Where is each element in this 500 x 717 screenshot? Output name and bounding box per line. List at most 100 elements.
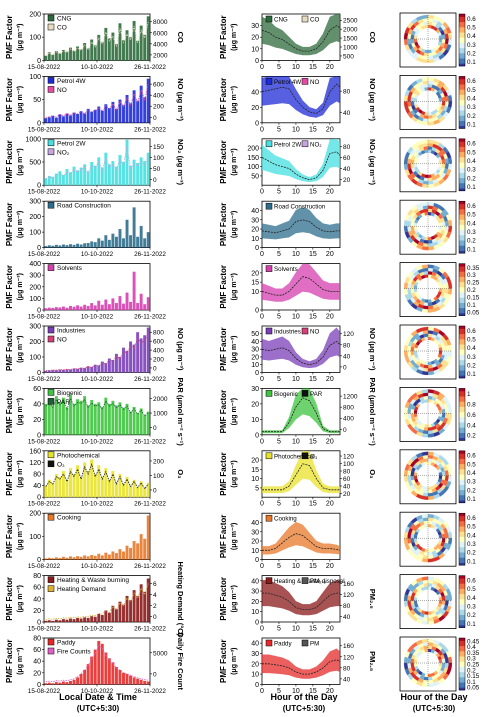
diurnal-xtick-label: 5	[277, 501, 281, 508]
diurnal-ylabel-unit: (μg m⁻³)	[231, 398, 238, 425]
polar-cell	[427, 551, 433, 556]
ts-bar	[136, 40, 140, 61]
ts-bar	[114, 108, 118, 123]
diurnal-legend-label: Petrol 2W	[274, 141, 301, 148]
ts-legend-label: Heating Demand	[57, 586, 106, 593]
colorbar-segment	[459, 684, 465, 688]
ts-ytick-label: 0	[37, 495, 41, 502]
ts-bar	[44, 683, 48, 685]
diurnal-legend-label: Solvents	[274, 266, 298, 273]
ts-ytick-label: 0	[37, 120, 41, 127]
colorbar-segment	[459, 362, 465, 366]
colorbar-tick-label: 0.4	[467, 470, 476, 477]
colorbar-segment	[459, 487, 465, 491]
diurnal-ytick-label: 100	[247, 164, 259, 171]
ts-ylabel-unit: (μg m⁻³)	[17, 335, 24, 362]
ts-bar	[51, 307, 55, 310]
polar-cell	[410, 226, 415, 231]
diurnal-xtick-label: 0	[260, 314, 264, 321]
polar-cell	[427, 451, 435, 456]
ts-xtick-label: 10-10-2022	[81, 314, 114, 321]
colorbar-segment	[459, 125, 465, 129]
polar-panel-9: 0.1 0.2 0.30.4 0.5 0.6	[399, 574, 476, 629]
ts-y2tick-label: 200	[153, 458, 164, 465]
ts-legend-label: CNG	[57, 16, 71, 23]
colorbar-segment	[459, 687, 465, 691]
diurnal-legend-swatch	[265, 15, 273, 23]
colorbar-segment	[459, 604, 465, 608]
diurnal-ytick-label: 0	[255, 245, 259, 252]
ts-bar	[65, 307, 69, 310]
polar-cell	[427, 489, 433, 494]
ts-legend-label: PAR	[57, 399, 70, 406]
polar-cell	[427, 427, 433, 432]
ts-bar	[125, 476, 129, 498]
ts-bar	[146, 411, 150, 435]
diurnal-median-line	[261, 341, 341, 366]
colorbar-segment	[459, 409, 465, 413]
ts-y2tick-label: 2000	[153, 52, 168, 59]
colorbar-segment	[459, 240, 465, 244]
colorbar-segment	[459, 484, 465, 488]
colorbar-segment	[459, 513, 465, 517]
ts-bar	[47, 117, 51, 123]
polar-cell	[423, 645, 429, 650]
colorbar-segment	[459, 492, 465, 496]
colorbar-segment	[459, 469, 465, 472]
colorbar-segment	[459, 427, 465, 431]
diurnal-xtick-label: 5	[277, 688, 281, 695]
ts-bar	[136, 236, 140, 248]
diurnal-ylabel: PMF Factor	[219, 265, 228, 309]
ts-bar	[90, 400, 94, 435]
bottom-labels: Local Date & Time (UTC+5:30) Hour of the…	[59, 692, 467, 713]
colorbar-segment	[459, 219, 465, 223]
colorbar-segment	[459, 183, 465, 186]
diurnal-ytick-label: 0	[255, 620, 259, 627]
colorbar-segment	[459, 102, 465, 106]
diurnal-ylabel-unit: (μg m⁻³)	[231, 148, 238, 175]
ts-bar	[93, 45, 97, 61]
ts-ylabel: PMF Factor	[5, 78, 14, 122]
colorbar-tick-label: 0.3	[467, 656, 476, 663]
diurnal-legend-swatch	[265, 452, 273, 460]
ts-bar	[143, 591, 147, 622]
colorbar-segment	[459, 276, 465, 280]
ts-legend-swatch	[47, 451, 55, 459]
ts-panel-10: 0 20 40 60 80 0 5000 Daily Fire Count PMF Factor…	[5, 632, 185, 694]
colorbar-tick-label: 0.4	[467, 345, 476, 352]
diurnal-ytick-label: 0	[255, 432, 259, 439]
ts-bar	[146, 16, 150, 61]
colorbar-tick-label: 0.2	[467, 550, 476, 557]
colorbar-segment	[459, 419, 465, 423]
ts-bar	[79, 49, 83, 61]
colorbar-tick-label: 0.1	[467, 371, 476, 378]
ts-xtick-label: 15-08-2022	[28, 501, 61, 508]
ts-bar	[51, 405, 55, 435]
diurnal-ytick-label: 40	[251, 641, 259, 648]
colorbar-segment	[459, 388, 465, 392]
ts-bar	[44, 558, 48, 560]
colorbar-segment	[459, 526, 465, 530]
diurnal-xtick-label: 5	[277, 64, 281, 71]
colorbar-segment	[459, 367, 465, 371]
ts-bar	[93, 616, 97, 622]
diurnal-ylabel: PMF Factor	[219, 140, 228, 184]
diurnal-ytick-label: 10	[251, 236, 259, 243]
ts-legend-swatch	[47, 264, 55, 271]
ts-ylabel: PMF Factor	[5, 390, 14, 434]
diurnal-median-line	[261, 83, 341, 114]
ts-bar	[69, 244, 72, 248]
ts-bar	[114, 667, 118, 685]
ts-bar	[83, 368, 87, 373]
ts-bar	[114, 166, 118, 186]
colorbar-segment	[459, 432, 465, 436]
diurnal-ylabel: PMF Factor	[219, 15, 228, 59]
diurnal-y2tick-label: 160	[343, 643, 354, 650]
polar-cell	[427, 514, 435, 519]
ts-bar	[100, 555, 104, 560]
diurnal-legend-label: Paddy	[274, 641, 292, 648]
colorbar-segment	[459, 201, 465, 205]
colorbar-tick-label: 0.1	[467, 496, 476, 503]
ts-secondary-line	[45, 83, 149, 118]
ts-bar	[86, 617, 90, 622]
